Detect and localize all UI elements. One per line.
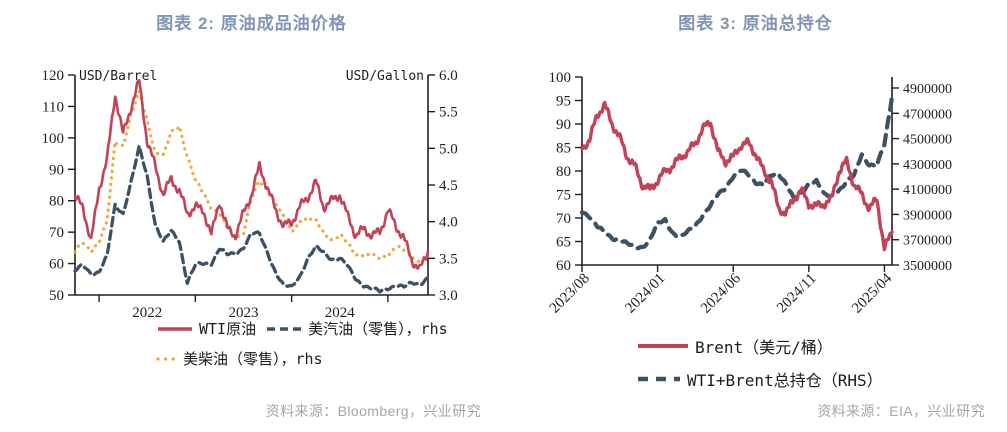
legend-item-gasoline: 美汽油（零售），rhs <box>265 318 448 339</box>
legend-row: Brent（美元/桶） <box>636 334 883 358</box>
oil-total-positions-chart: 60 65 70 75 80 85 90 95 100 3500000 3700000 3900000… <box>547 70 952 317</box>
y-tick-label-left: 65 <box>556 235 571 251</box>
figure-oil-product-prices: 图表 2: 原油成品油价格 50 60 70 80 90 100 110 120 3.0 3.5 4… <box>0 0 503 432</box>
legend-label: WTI+Brent总持仓（RHS） <box>687 371 883 390</box>
y-tick-label-left: 100 <box>549 70 572 86</box>
y-tick-label-left: 110 <box>42 99 64 115</box>
gasoline-line-marker-icon <box>267 326 302 331</box>
positions-line-marker-icon <box>638 376 680 382</box>
x-axis-date-label: 2024/06 <box>698 270 744 316</box>
data-source-note: 资料来源：EIA，兴业研究 <box>817 403 985 419</box>
y-tick-label-right: 5.5 <box>439 105 458 121</box>
legend-row: 美柴油（零售），rhs <box>156 348 448 369</box>
y-tick-label-left: 80 <box>49 194 64 210</box>
y-tick-label-right: 3700000 <box>903 234 952 249</box>
legend-item-wti: WTI原油 <box>156 318 256 339</box>
legend-item-diesel: 美柴油（零售），rhs <box>156 348 323 369</box>
legend-label: Brent（美元/桶） <box>695 338 833 357</box>
y-tick-label-right: 3.5 <box>439 251 458 267</box>
y-tick-label-left: 70 <box>556 211 571 227</box>
series-brent-line <box>580 100 894 252</box>
y-tick-label-left: 85 <box>556 141 571 157</box>
legend-label: 美柴油（零售），rhs <box>183 350 323 368</box>
y-tick-label-right: 6.0 <box>439 68 458 84</box>
y-tick-label-right: 5.0 <box>439 141 458 157</box>
y-tick-label-left: 100 <box>42 131 65 147</box>
y-tick-label-left: 60 <box>49 257 64 273</box>
x-axis-date-label: 2023/08 <box>547 271 593 317</box>
series-gasoline-line <box>73 144 430 294</box>
y-tick-label-right: 3900000 <box>903 208 952 223</box>
figure-oil-total-positions: 图表 3: 原油总持仓 60 65 70 75 80 85 90 95 100 3500000 37… <box>504 0 1007 432</box>
chart-legend: Brent（美元/桶） WTI+Brent总持仓（RHS） <box>636 334 883 391</box>
legend-label: 美汽油（零售），rhs <box>308 320 448 338</box>
x-axis-date-label: 2025/04 <box>849 270 895 316</box>
y-tick-label-right: 4900000 <box>903 82 952 97</box>
y-tick-label-left: 80 <box>556 164 571 180</box>
series-positions-line <box>579 94 895 251</box>
y-tick-label-right: 4.5 <box>439 178 458 194</box>
chart-legend: WTI原油 美汽油（零售），rhs 美柴油（零售），rhs <box>156 318 448 369</box>
y-tick-label-left: 75 <box>556 188 571 204</box>
y-tick-label-right: 4500000 <box>903 133 952 148</box>
wti-line-marker-icon <box>158 326 192 331</box>
x-axis-year-label: 2024 <box>325 305 356 321</box>
legend-item-positions: WTI+Brent总持仓（RHS） <box>636 367 883 391</box>
legend-item-brent: Brent（美元/桶） <box>636 334 833 358</box>
y-tick-label-right: 3500000 <box>903 259 952 274</box>
x-axis-date-label: 2024/11 <box>774 271 820 317</box>
y-tick-label-left: 95 <box>556 94 571 110</box>
legend-row: WTI+Brent总持仓（RHS） <box>636 367 883 391</box>
x-axis-year-label: 2023 <box>228 305 258 321</box>
right-axis-unit-label: USD/Gallon <box>346 69 424 84</box>
y-tick-label-right: 4100000 <box>903 183 952 198</box>
x-axis-date-label: 2024/01 <box>622 271 668 317</box>
y-tick-label-left: 60 <box>556 258 571 274</box>
x-axis-year-label: 2022 <box>132 305 162 321</box>
y-tick-label-left: 70 <box>49 225 64 241</box>
figure-title: 图表 2: 原油成品油价格 <box>156 14 347 33</box>
data-source-note: 资料来源：Bloomberg，兴业研究 <box>265 403 481 419</box>
y-tick-label-left: 50 <box>49 288 64 304</box>
left-axis-unit-label: USD/Barrel <box>79 69 157 84</box>
y-tick-label-left: 90 <box>556 117 571 133</box>
y-tick-label-left: 120 <box>42 68 65 84</box>
legend-label: WTI原油 <box>199 320 257 338</box>
brent-line-marker-icon <box>638 344 688 348</box>
figure-title: 图表 3: 原油总持仓 <box>678 14 833 33</box>
diesel-line-marker-icon <box>156 356 178 361</box>
oil-product-prices-chart: 50 60 70 80 90 100 110 120 3.0 3.5 4.0 4.5 5.0 5.5 6.0… <box>42 68 458 321</box>
series-diesel-line <box>73 89 430 266</box>
y-tick-label-right: 4300000 <box>903 158 952 173</box>
y-tick-label-left: 90 <box>49 162 64 178</box>
legend-row: WTI原油 美汽油（零售），rhs <box>156 318 448 339</box>
series-wti-line <box>73 79 430 270</box>
y-tick-label-right: 4.0 <box>439 215 458 231</box>
y-tick-label-right: 4700000 <box>903 107 952 122</box>
y-tick-label-right: 3.0 <box>439 288 458 304</box>
